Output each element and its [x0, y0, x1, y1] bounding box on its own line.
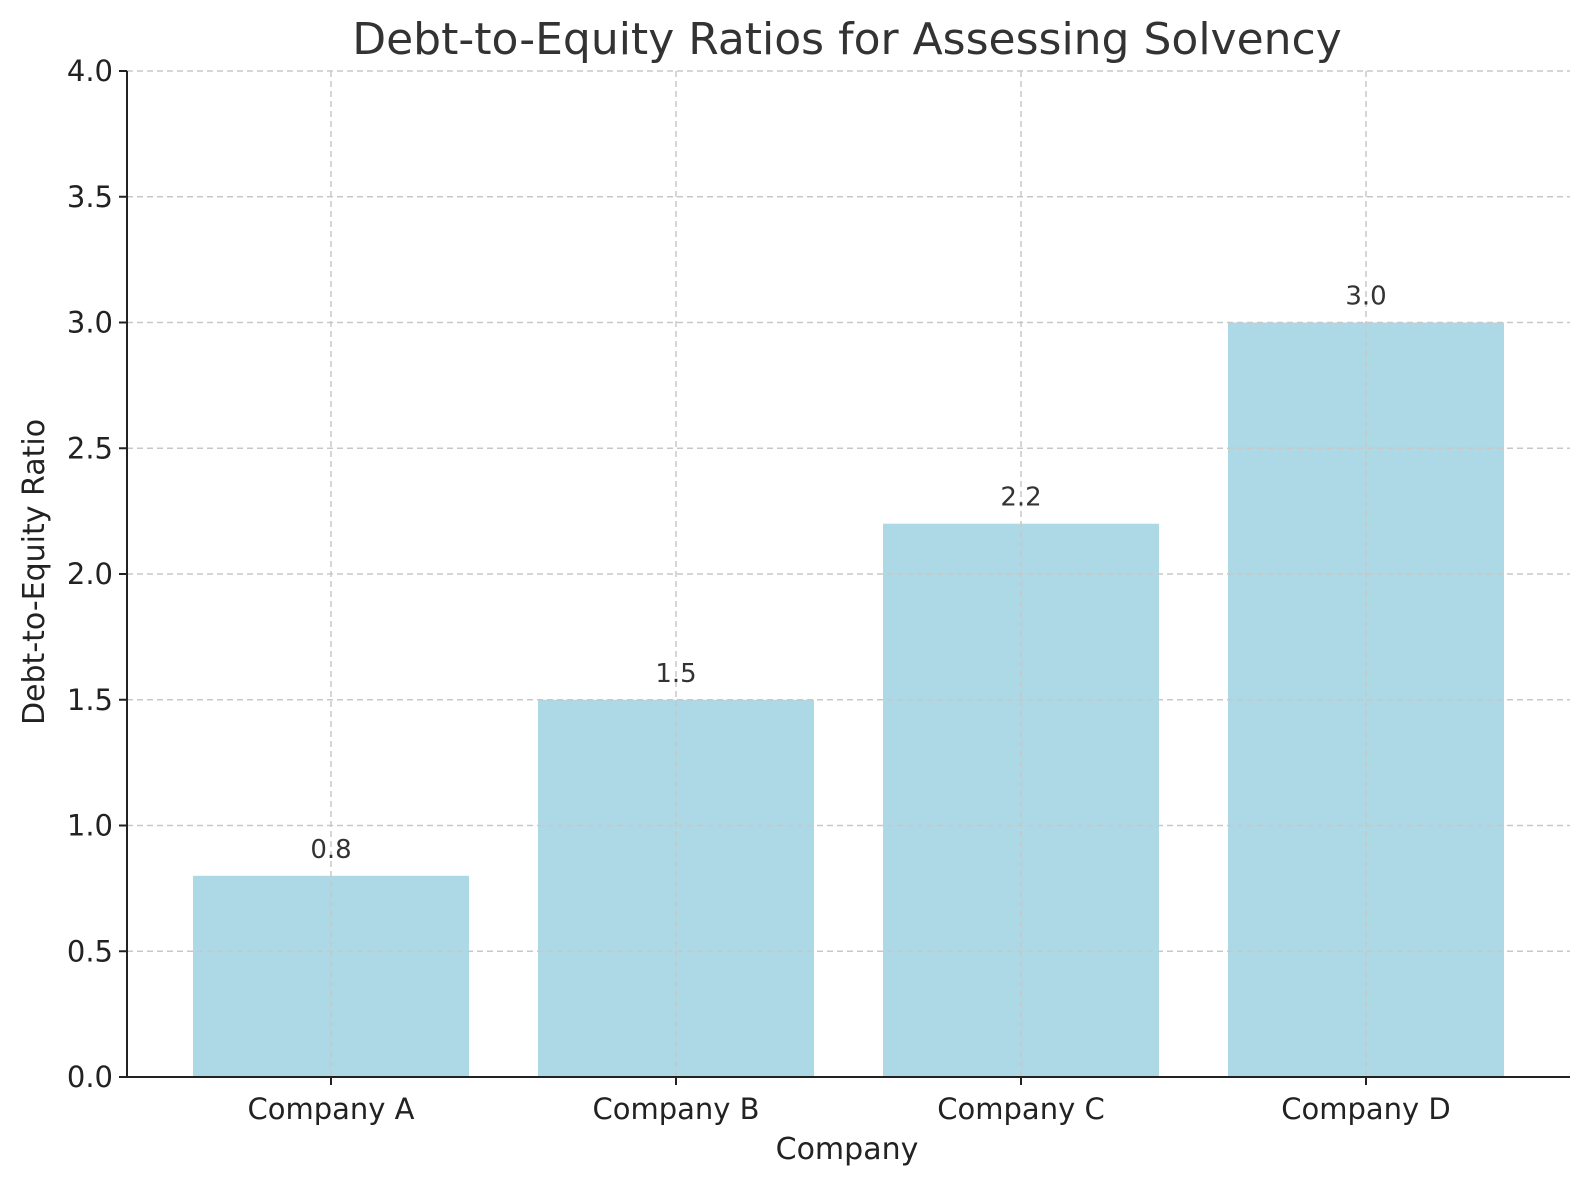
- grid-lines: [127, 70, 1570, 1077]
- bar-value-label: 0.8: [310, 835, 351, 865]
- x-tick-label: Company D: [1281, 1092, 1451, 1126]
- y-tick-label: 3.5: [67, 180, 113, 214]
- bar-value-label: 2.2: [1000, 483, 1041, 513]
- axes: [119, 70, 1570, 1085]
- x-tick-label: Company B: [592, 1092, 759, 1126]
- bar-value-label: 1.5: [655, 659, 696, 689]
- y-tick-label: 2.0: [67, 557, 113, 591]
- x-tick-label: Company C: [937, 1092, 1104, 1126]
- y-tick-label: 0.5: [67, 934, 113, 968]
- x-tick-label: Company A: [247, 1092, 414, 1126]
- y-tick-label: 2.5: [67, 431, 113, 465]
- y-tick-label: 1.5: [67, 683, 113, 717]
- tick-labels: 0.0 0.5 1.0 1.5 2.0 2.5 3.0 3.5 4.0 Company A Comp…: [67, 54, 1451, 1126]
- chart-title: Debt-to-Equity Ratios for Assessing Solv…: [352, 14, 1342, 65]
- y-tick-label: 4.0: [67, 54, 113, 88]
- y-tick-label: 0.0: [67, 1060, 113, 1094]
- y-tick-label: 1.0: [67, 809, 113, 843]
- bar-value-labels: 0.8 1.5 2.2 3.0: [310, 282, 1386, 865]
- y-axis-label: Debt-to-Equity Ratio: [17, 419, 52, 725]
- x-axis-label: Company: [776, 1132, 919, 1167]
- bar-value-label: 3.0: [1345, 282, 1386, 312]
- y-tick-label: 3.0: [67, 306, 113, 340]
